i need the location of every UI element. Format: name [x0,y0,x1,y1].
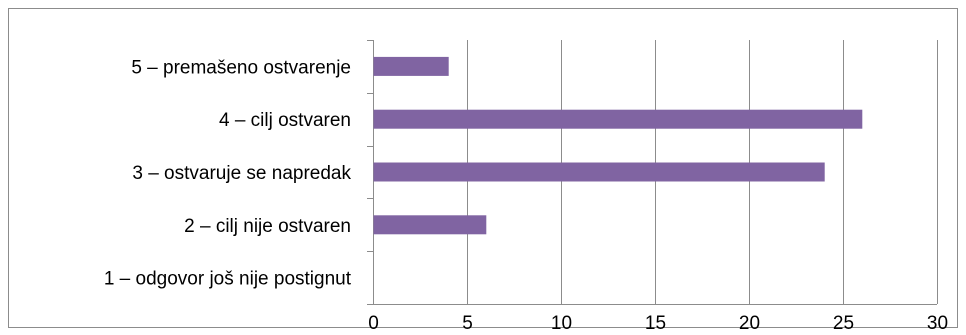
category-label-4: 2 – cilj nije ostvaren [184,216,351,237]
x-tick-label-5: 5 [462,313,473,334]
bar-3 [373,162,825,182]
category-label-5: 1 – odgovor još nije postignut [104,269,352,290]
x-tick-label-20: 20 [739,313,760,334]
category-label-3: 3 – ostvaruje se napredak [132,163,351,184]
x-tick-label-0: 0 [368,313,379,334]
x-tick-label-15: 15 [645,313,666,334]
category-label-2: 4 – cilj ostvaren [219,110,351,131]
category-label-1: 5 – premašeno ostvarenje [131,57,351,78]
bar-1 [373,56,449,76]
bar-4 [373,215,487,235]
x-tick-label-30: 30 [927,313,948,334]
x-tick-label-10: 10 [551,313,572,334]
x-tick-label-25: 25 [833,313,854,334]
bar-2 [373,109,863,129]
